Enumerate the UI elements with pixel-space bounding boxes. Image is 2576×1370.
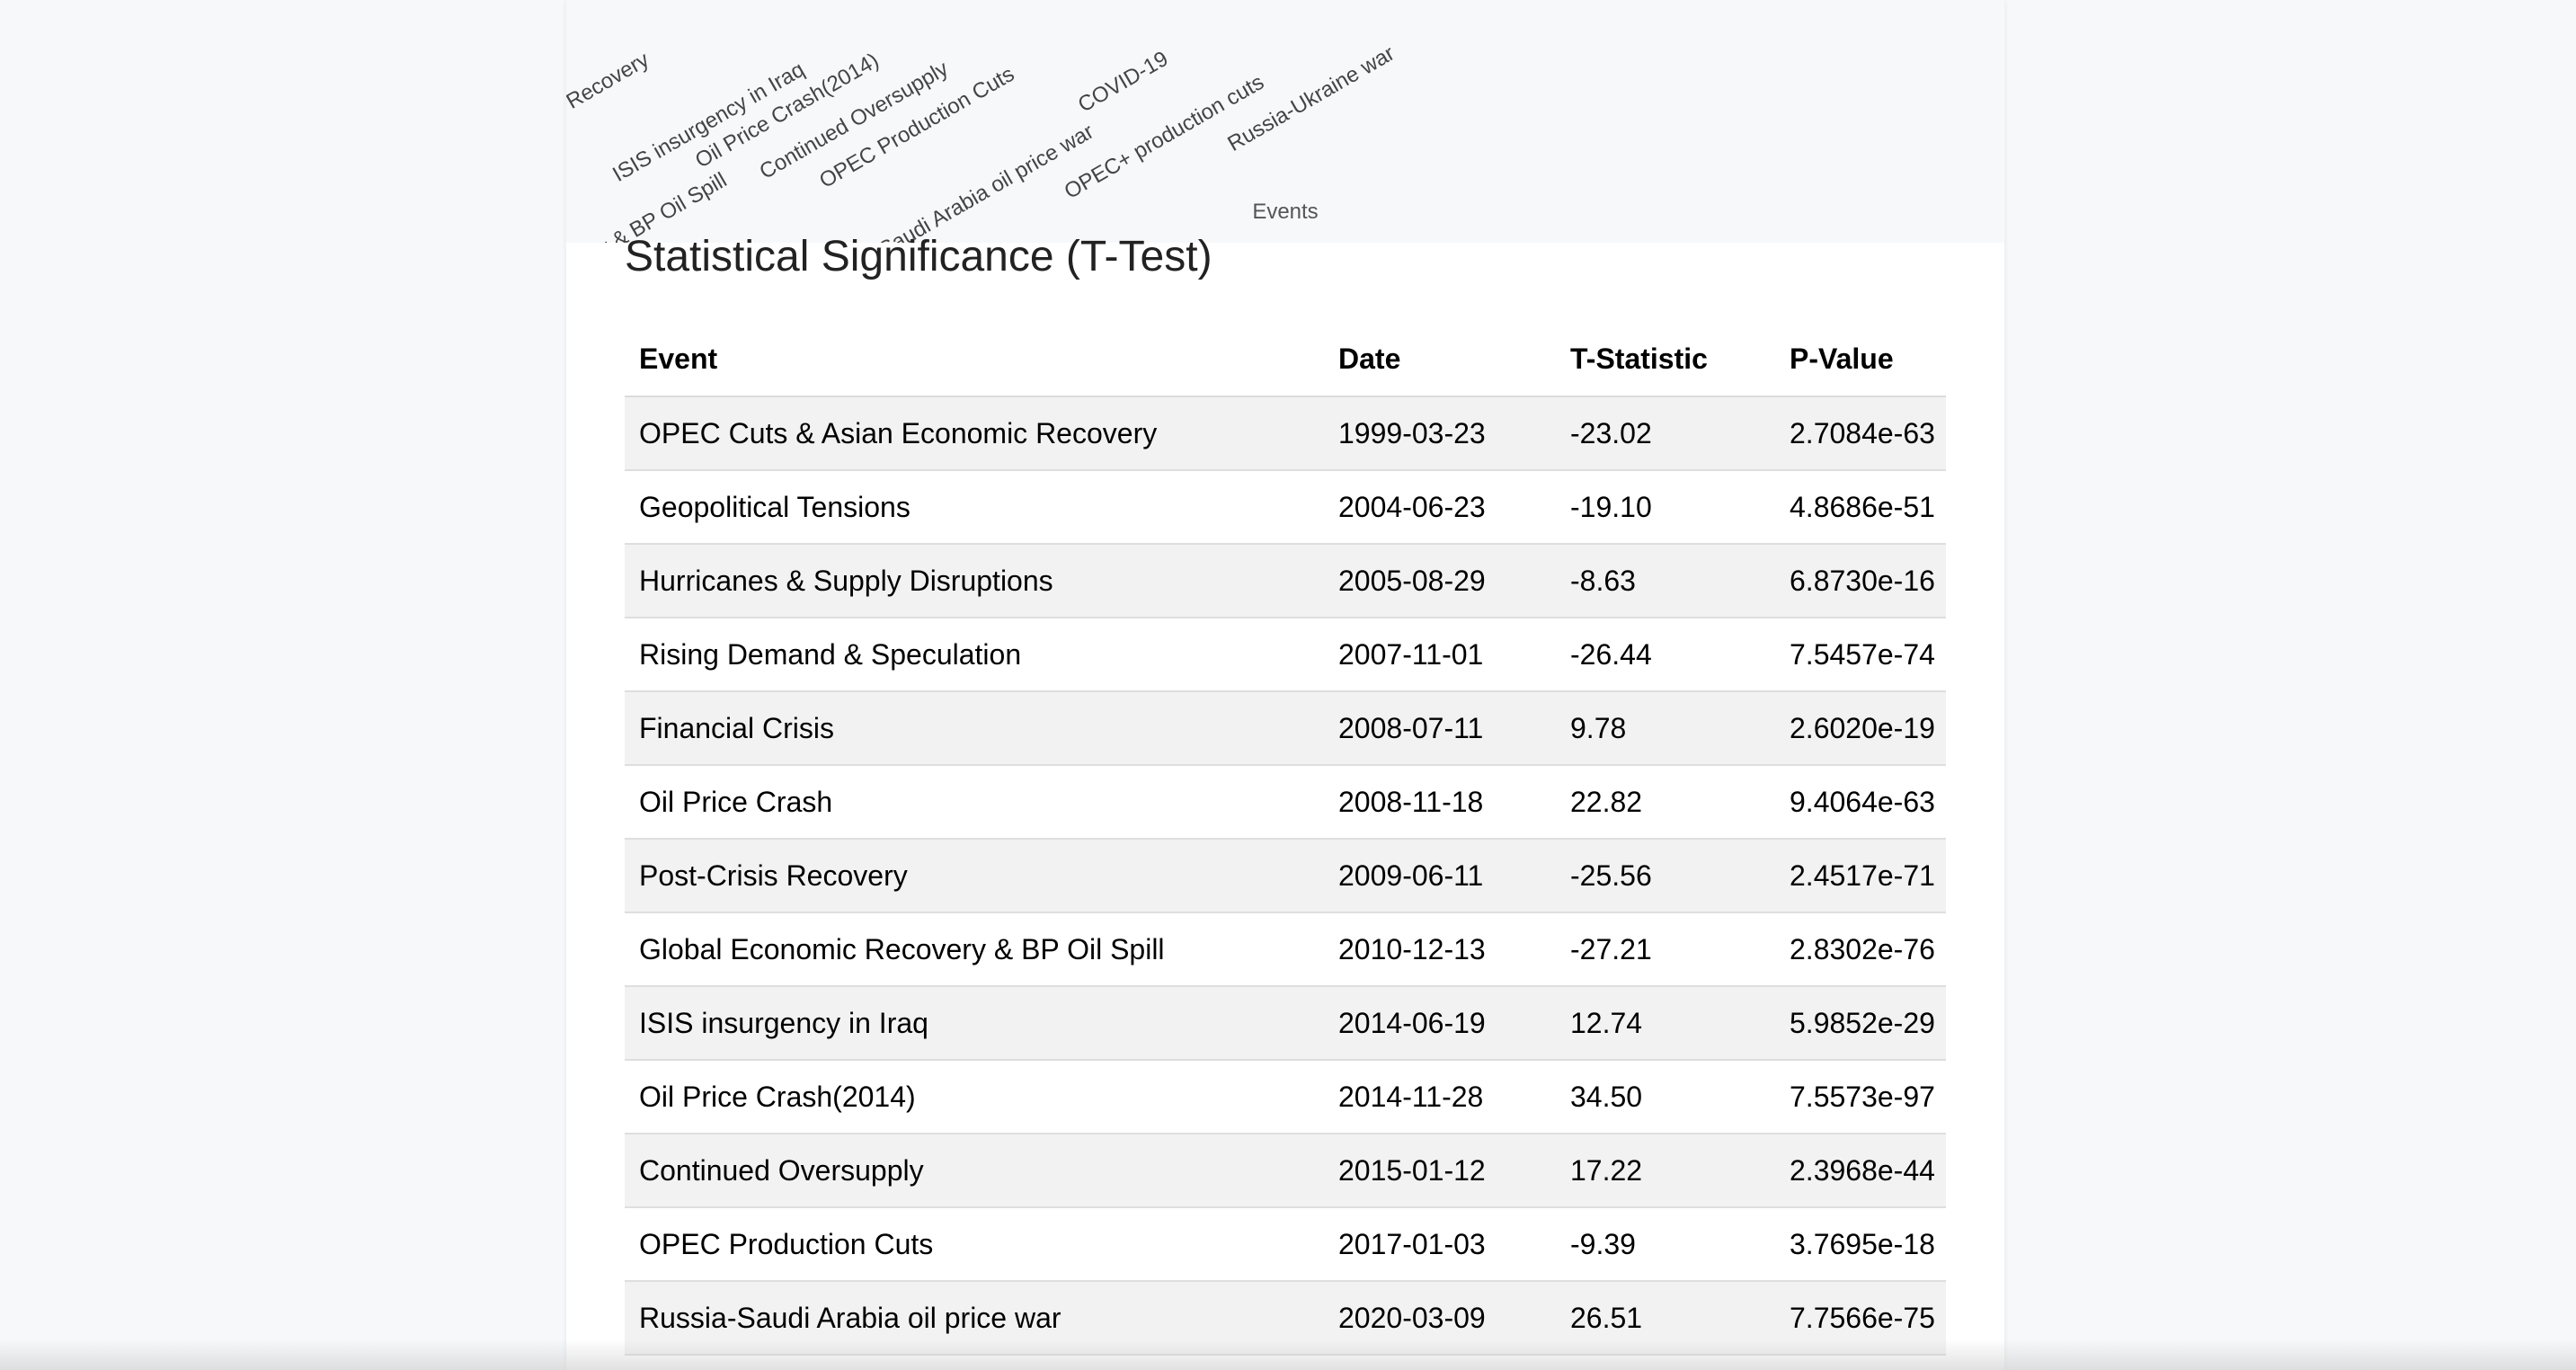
date-cell: 2014-11-28	[1324, 1060, 1556, 1134]
t-statistic-cell: -8.63	[1556, 544, 1775, 618]
p-value-cell: 6.8730e-16	[1775, 544, 1946, 618]
t-statistic-cell: -23.02	[1556, 396, 1775, 471]
p-value-cell: 2.3968e-44	[1775, 1134, 1946, 1208]
date-cell: 2010-12-13	[1324, 912, 1556, 987]
date-cell: 2015-01-12	[1324, 1134, 1556, 1208]
t-statistic-cell: -19.10	[1556, 470, 1775, 545]
event-cell: Oil Price Crash(2014)	[625, 1060, 1324, 1134]
event-cell: OPEC Cuts & Asian Economic Recovery	[625, 396, 1324, 471]
date-cell: 2014-06-19	[1324, 986, 1556, 1061]
table-row: Global Economic Recovery & BP Oil Spill 2…	[625, 912, 1946, 987]
date-cell: 2004-06-23	[1324, 470, 1556, 545]
table-row: Post-Crisis Recovery 2009-06-11 -25.56 2.45…	[625, 839, 1946, 913]
event-cell: Hurricanes & Supply Disruptions	[625, 544, 1324, 618]
x-tick-label: COVID-19	[1074, 47, 1172, 118]
t-statistic-cell: 9.78	[1556, 691, 1775, 766]
event-cell: Post-Crisis Recovery	[625, 839, 1324, 913]
t-statistic-cell: -26.44	[1556, 618, 1775, 692]
event-cell: OPEC Production Cuts	[625, 1207, 1324, 1282]
event-cell: Continued Oversupply	[625, 1134, 1324, 1208]
section-title: Statistical Significance (T-Test)	[625, 233, 1212, 280]
p-value-cell: 7.5457e-74	[1775, 618, 1946, 692]
p-value-cell: 7.5573e-97	[1775, 1060, 1946, 1134]
date-cell: 1999-03-23	[1324, 396, 1556, 471]
table-row: Geopolitical Tensions 2004-06-23 -19.10 4.8…	[625, 470, 1946, 545]
p-value-cell: 2.6020e-19	[1775, 691, 1946, 766]
table-row: ISIS insurgency in Iraq 2014-06-19 12.74 5.…	[625, 986, 1946, 1061]
table-header-row: Event Date T-Statistic P-Value	[625, 322, 1946, 397]
date-cell: 2017-01-03	[1324, 1207, 1556, 1282]
event-cell: Geopolitical Tensions	[625, 470, 1324, 545]
chart-panel: OPEC Cuts & Asian Economic RecoveryGeopo…	[566, 0, 2004, 243]
p-value-cell: 2.8302e-76	[1775, 912, 1946, 987]
t-statistic-cell: -25.56	[1556, 839, 1775, 913]
header-t-statistic: T-Statistic	[1556, 322, 1775, 397]
t-statistic-cell: 22.82	[1556, 765, 1775, 840]
date-cell: 2005-08-29	[1324, 544, 1556, 618]
chart-x-axis: OPEC Cuts & Asian Economic RecoveryGeopo…	[566, 0, 1399, 243]
p-value-cell: 5.9852e-29	[1775, 986, 1946, 1061]
table-row: Oil Price Crash(2014) 2014-11-28 34.50 7.55…	[625, 1060, 1946, 1134]
date-cell: 2008-11-18	[1324, 765, 1556, 840]
date-cell: 2007-11-01	[1324, 618, 1556, 692]
event-cell: Oil Price Crash	[625, 765, 1324, 840]
content-card: OPEC Cuts & Asian Economic RecoveryGeopo…	[566, 0, 2004, 1370]
table-row: Financial Crisis 2008-07-11 9.78 2.6020e-19	[625, 691, 1946, 766]
p-value-cell: 2.4517e-71	[1775, 839, 1946, 913]
header-p-value: P-Value	[1775, 322, 1946, 397]
t-statistic-cell: 34.50	[1556, 1060, 1775, 1134]
event-cell: Financial Crisis	[625, 691, 1324, 766]
p-value-cell: 4.8686e-51	[1775, 470, 1946, 545]
date-cell: 2009-06-11	[1324, 839, 1556, 913]
x-tick-label: Oil Price Crash	[566, 0, 569, 89]
x-axis-title: Events	[1252, 200, 1319, 224]
table-row: Oil Price Crash 2008-11-18 22.82 9.4064e-63	[625, 765, 1946, 840]
table-body: OPEC Cuts & Asian Economic Recovery 1999-…	[625, 396, 1946, 1356]
date-cell: 2008-07-11	[1324, 691, 1556, 766]
p-value-cell: 2.7084e-63	[1775, 396, 1946, 471]
table-row: OPEC Cuts & Asian Economic Recovery 1999-…	[625, 396, 1946, 471]
event-cell: Global Economic Recovery & BP Oil Spill	[625, 912, 1324, 987]
p-value-cell: 3.7695e-18	[1775, 1207, 1946, 1282]
table-row: Rising Demand & Speculation 2007-11-01 -26…	[625, 618, 1946, 692]
event-cell: Rising Demand & Speculation	[625, 618, 1324, 692]
t-statistic-cell: -27.21	[1556, 912, 1775, 987]
p-value-cell: 9.4064e-63	[1775, 765, 1946, 840]
header-date: Date	[1324, 322, 1556, 397]
t-statistic-cell: -9.39	[1556, 1207, 1775, 1282]
scroll-fade	[0, 1339, 2576, 1370]
table-row: Continued Oversupply 2015-01-12 17.22 2.396…	[625, 1134, 1946, 1208]
t-statistic-cell: 12.74	[1556, 986, 1775, 1061]
table-row: OPEC Production Cuts 2017-01-03 -9.39 3.769…	[625, 1207, 1946, 1282]
header-event: Event	[625, 322, 1324, 397]
event-cell: ISIS insurgency in Iraq	[625, 986, 1324, 1061]
table-row: Hurricanes & Supply Disruptions 2005-08-2…	[625, 544, 1946, 618]
t-statistic-cell: 17.22	[1556, 1134, 1775, 1208]
t-test-table: Event Date T-Statistic P-Value OPEC Cuts…	[625, 322, 1946, 1356]
